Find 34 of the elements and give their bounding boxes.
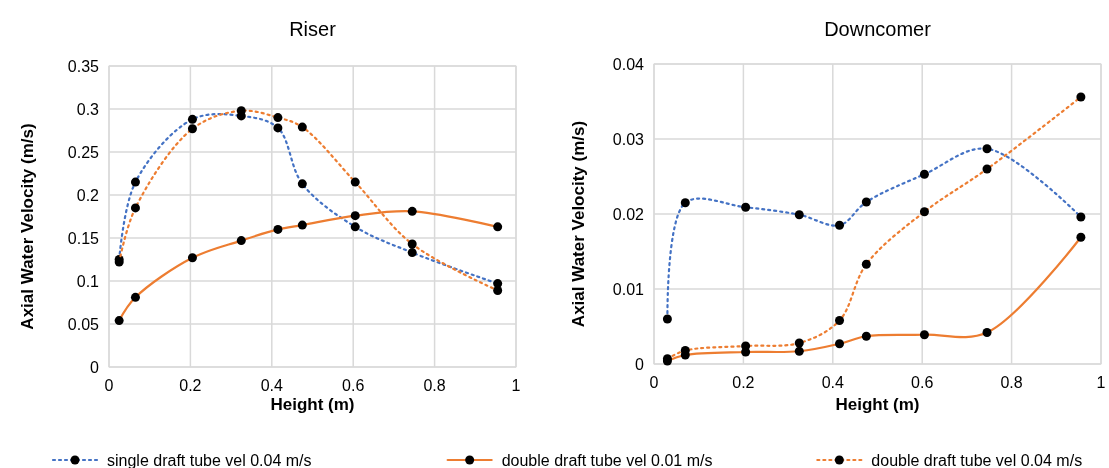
- x-tick-label: 1: [1096, 374, 1106, 391]
- y-tick-label: 0.02: [612, 205, 645, 223]
- y-tick-label: 0.35: [67, 57, 100, 75]
- y-tick-label: 0.03: [612, 130, 645, 148]
- x-tick-label: 0.6: [911, 374, 934, 391]
- legend-label: double draft tube vel 0.01 m/s: [501, 451, 713, 468]
- x-tick-label: 0.4: [821, 374, 845, 391]
- y-tick-label: 0.25: [67, 143, 100, 161]
- legend-label: single draft tube vel 0.04 m/s: [107, 451, 312, 468]
- x-tick-label: 0.2: [179, 377, 202, 394]
- y-tick-label: 0.1: [76, 272, 100, 290]
- y-tick-label: 0.2: [76, 186, 100, 204]
- legend-label: double draft tube vel 0.04 m/s: [871, 451, 1083, 468]
- y-tick-label: 0.15: [67, 229, 100, 247]
- y-axis-title: Axial Water Velocity (m/s): [18, 123, 37, 330]
- y-tick-label: 0.3: [76, 100, 100, 118]
- y-axis-title: Axial Water Velocity (m/s): [569, 120, 588, 328]
- x-axis-title: Height (m): [270, 395, 355, 414]
- x-tick-label: 0.6: [342, 377, 365, 394]
- x-tick-label: 0.8: [423, 377, 446, 394]
- x-axis-title: Height (m): [835, 395, 920, 414]
- x-tick-label: 1: [511, 377, 521, 394]
- x-tick-label: 0.4: [260, 377, 284, 394]
- x-tick-label: 0: [649, 374, 659, 391]
- chart-title: Riser: [289, 18, 337, 40]
- y-tick-label: 0.01: [612, 280, 645, 298]
- y-tick-label: 0: [635, 355, 645, 373]
- y-tick-label: 0.05: [67, 315, 100, 333]
- x-tick-label: 0.8: [1000, 374, 1023, 391]
- y-tick-label: 0.04: [612, 55, 645, 73]
- x-tick-label: 0.2: [732, 374, 755, 391]
- y-tick-label: 0: [90, 358, 100, 376]
- chart-title: Downcomer: [824, 18, 932, 40]
- x-tick-label: 0: [104, 377, 114, 394]
